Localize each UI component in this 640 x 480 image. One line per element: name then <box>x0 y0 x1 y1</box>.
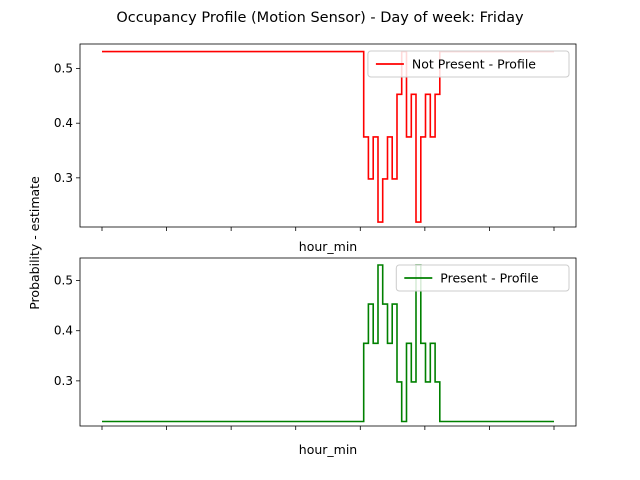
y-tick-label: 0.4 <box>54 116 73 130</box>
axes-frame <box>79 257 577 427</box>
panel-present: 0.3 0.4 0.5 hour_min Present - Profile <box>54 257 577 457</box>
axes-frame <box>79 43 577 228</box>
legend[interactable]: Present - Profile <box>395 264 570 292</box>
legend-box <box>395 264 570 292</box>
legend-entry: Present - Profile <box>440 271 539 286</box>
y-tick-label: 0.3 <box>54 171 73 185</box>
legend-entry: Not Present - Profile <box>412 57 536 72</box>
y-tick-label: 0.4 <box>54 324 73 338</box>
series-line-present <box>102 264 554 423</box>
legend-box <box>367 50 570 78</box>
x-axis-label: hour_min <box>299 239 357 254</box>
y-tick-label: 0.5 <box>54 62 73 76</box>
y-tick-label: 0.3 <box>54 374 73 388</box>
y-tick-label: 0.5 <box>54 274 73 288</box>
panel-not-present: 0.3 0.4 0.5 hour_min Not Present - Profile <box>54 43 577 254</box>
chart-suptitle: Occupancy Profile (Motion Sensor) - Day … <box>116 10 524 26</box>
shared-ylabel: Probability - estimate <box>27 176 42 310</box>
legend[interactable]: Not Present - Profile <box>367 50 570 78</box>
x-axis-label: hour_min <box>299 442 357 457</box>
